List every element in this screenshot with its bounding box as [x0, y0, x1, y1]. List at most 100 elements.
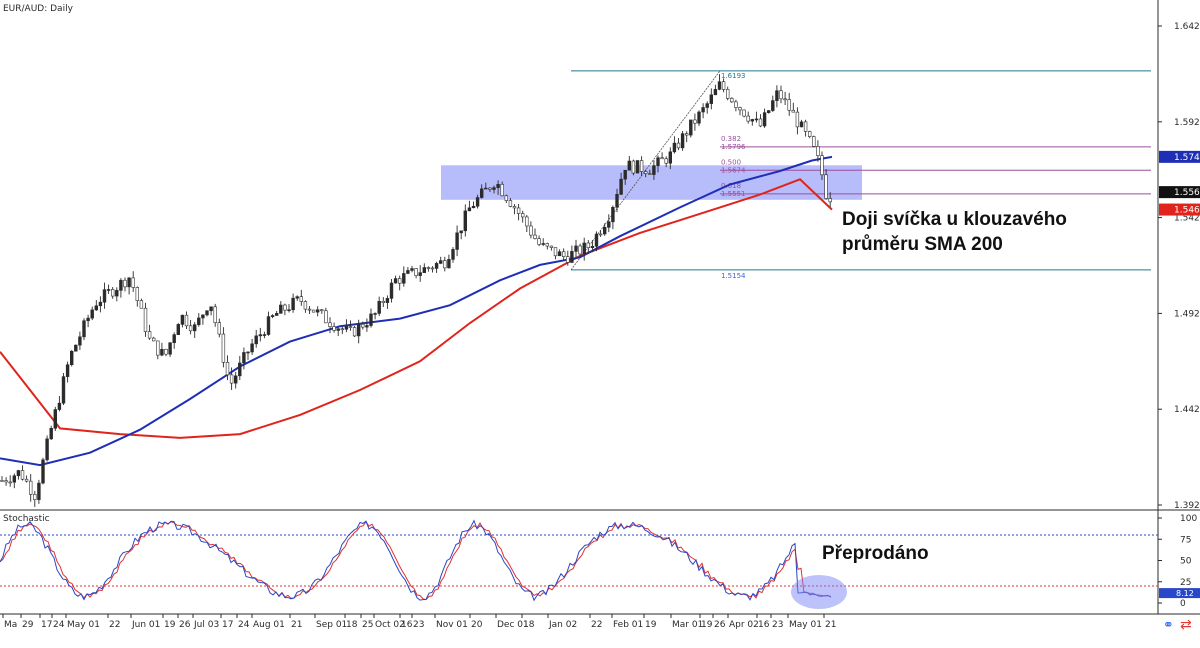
fib-ratio-label: 0.500	[721, 158, 741, 166]
candle-body	[20, 470, 25, 480]
candle-body	[393, 278, 398, 284]
time-tick-label: 22	[109, 620, 120, 630]
candle-body	[631, 160, 636, 174]
candle-body	[356, 323, 361, 337]
candle-body	[74, 344, 78, 352]
candle-body	[246, 351, 250, 354]
candle-body	[16, 470, 21, 477]
time-tick-label: 23	[772, 620, 783, 630]
time-tick-label: 21	[291, 620, 302, 630]
candle-body	[164, 348, 168, 355]
candle-body	[672, 142, 677, 153]
candle-body	[344, 326, 349, 330]
candle-body	[758, 118, 763, 127]
candle-body	[361, 323, 365, 328]
candle-body	[406, 270, 410, 274]
candle-body	[676, 142, 681, 149]
candle-body	[434, 263, 439, 269]
candle-body	[525, 216, 529, 227]
candle-body	[78, 336, 82, 346]
time-tick-label: 19	[164, 620, 176, 630]
candle-body	[693, 119, 697, 124]
time-tick-label: 24	[53, 620, 65, 630]
time-axis-labels: Ma 29 17 24 May 01 22 Jun 01 19 26 Jul 03 17 24 Aug …	[2, 614, 836, 630]
candle-body	[111, 289, 115, 297]
candle-body	[516, 207, 521, 214]
candle-body	[447, 259, 451, 269]
candle-body	[709, 94, 714, 104]
candle-body	[820, 155, 824, 176]
candle-body	[479, 188, 484, 198]
candle-body	[742, 109, 746, 117]
stoch-k-line	[0, 519, 832, 602]
candle-body	[607, 221, 611, 228]
candle-body	[299, 296, 303, 302]
candle-body	[53, 409, 58, 429]
sma100-line	[0, 155, 833, 467]
doji-annotation-line1: Doji svíčka u klouzavého	[842, 209, 1067, 230]
fib-high-label: 1.6193	[721, 72, 746, 80]
candle-body	[533, 234, 537, 239]
price-axis-labels: 1.6427 1.5927 1.5427 1.4927 1.4427 1.3927	[1158, 22, 1200, 511]
candle-body	[697, 111, 701, 124]
candle-body	[295, 296, 299, 299]
candle-body	[627, 160, 632, 171]
candle-body	[86, 317, 90, 322]
candle-body	[775, 90, 779, 101]
candle-body	[762, 112, 767, 127]
candle-body	[422, 267, 426, 273]
candle-body	[484, 187, 488, 190]
time-tick-label: Ma	[4, 620, 17, 630]
chart-settings-icon[interactable]: ⚭	[1163, 618, 1174, 633]
time-tick-label: Feb 01	[613, 620, 643, 630]
time-tick-label: May 01	[67, 620, 100, 630]
candle-body	[172, 334, 176, 344]
doji-annotation-line2: průměru SMA 200	[842, 234, 1003, 255]
candle-body	[336, 328, 340, 331]
time-tick-label: Jun 01	[131, 620, 160, 630]
candle-body	[570, 251, 574, 263]
candle-body	[771, 100, 775, 111]
price-tick-label: 1.4427	[1174, 405, 1200, 415]
candle-body	[648, 173, 652, 175]
candle-body	[234, 375, 238, 384]
fib-price-label: 1.5674	[721, 166, 746, 174]
time-tick-label: Dec 01	[497, 620, 529, 630]
candle-body	[369, 313, 373, 326]
candle-body	[4, 480, 8, 483]
stoch-value-tag: 8.12	[1176, 589, 1194, 598]
candle-body	[291, 297, 295, 311]
candle-body	[139, 300, 144, 309]
time-tick-label: Oct 02	[375, 620, 405, 630]
candle-body	[229, 374, 234, 384]
candle-body	[127, 277, 131, 288]
candle-body	[217, 322, 221, 335]
candle-body	[619, 178, 623, 195]
candle-body	[90, 309, 94, 319]
candle-body	[28, 480, 33, 495]
candle-body	[623, 169, 627, 180]
close-icon[interactable]: ⇄	[1180, 617, 1192, 633]
candle-body	[418, 272, 422, 276]
candle-body	[340, 328, 344, 331]
stoch-tick-label: 25	[1180, 578, 1191, 588]
candle-body	[590, 245, 595, 248]
candle-body	[430, 267, 435, 270]
price-tick-label: 1.4927	[1174, 309, 1200, 319]
candle-body	[287, 309, 291, 312]
candle-body	[807, 131, 812, 137]
candle-body	[61, 376, 66, 404]
candle-body	[57, 402, 62, 410]
candle-body	[242, 352, 246, 364]
time-tick-label: 17	[222, 620, 233, 630]
candle-body	[303, 301, 308, 310]
price-tick-label: 1.5927	[1174, 118, 1200, 128]
candle-body	[451, 249, 455, 260]
candle-body	[131, 277, 135, 288]
candle-body	[713, 89, 718, 96]
candle-body	[488, 187, 492, 190]
candle-body	[717, 81, 722, 90]
candle-body	[549, 245, 554, 248]
